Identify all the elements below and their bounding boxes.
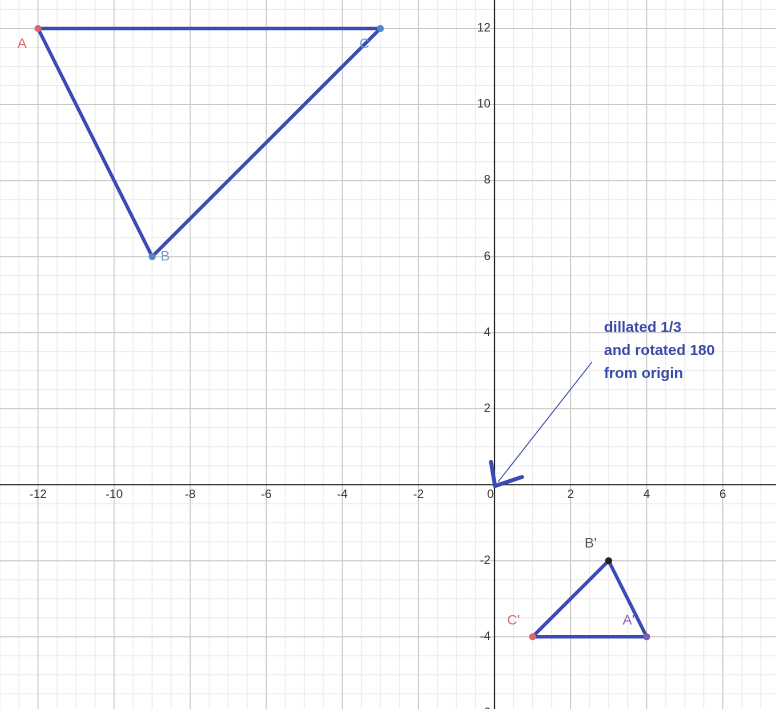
- vertex: [34, 25, 42, 33]
- y-tick-label: 8: [484, 173, 491, 187]
- y-tick-label: 12: [477, 21, 491, 35]
- x-tick-label: 4: [643, 487, 650, 501]
- annotation: dillated 1/3 and rotated 180 from origin: [604, 319, 715, 382]
- vertex: [148, 253, 156, 261]
- annotation-text: from origin: [604, 365, 683, 382]
- y-tick-label: 4: [484, 325, 491, 339]
- vertex: [605, 557, 613, 565]
- vertex-label: B: [160, 247, 169, 263]
- x-tick-label: -4: [337, 487, 348, 501]
- x-tick-label: -6: [261, 487, 272, 501]
- x-tick-label: -2: [413, 487, 424, 501]
- x-tick-label: -12: [29, 487, 47, 501]
- annotation-arrow: [497, 361, 593, 483]
- shapes: A B C A' B' C': [17, 25, 651, 641]
- vertex-label: C': [507, 611, 520, 627]
- vertex-label: C: [359, 35, 369, 51]
- x-tick-label: -10: [105, 487, 123, 501]
- triangle: [530, 558, 649, 639]
- check-mark: [489, 460, 524, 488]
- x-tick-label: 6: [719, 487, 726, 501]
- triangle: [36, 26, 383, 259]
- x-tick-label: 2: [567, 487, 574, 501]
- y-tick-label: 6: [484, 249, 491, 263]
- y-tick-label: -6: [480, 705, 491, 709]
- x-tick-label: -8: [185, 487, 196, 501]
- y-tick-label: 10: [477, 97, 491, 111]
- annotation-text: and rotated 180: [604, 342, 715, 359]
- y-tick-label: 2: [484, 401, 491, 415]
- vertex: [376, 25, 384, 33]
- y-tick-label: -2: [480, 553, 491, 567]
- vertex-label: A: [17, 35, 27, 51]
- y-tick-label: -4: [480, 629, 491, 643]
- x-tick-label: 0: [487, 487, 494, 501]
- vertex-label: A': [623, 611, 635, 627]
- annotation-text: dillated 1/3: [604, 319, 682, 336]
- vertex-label: B': [585, 534, 597, 550]
- vertex: [529, 633, 537, 641]
- vertex: [643, 633, 651, 641]
